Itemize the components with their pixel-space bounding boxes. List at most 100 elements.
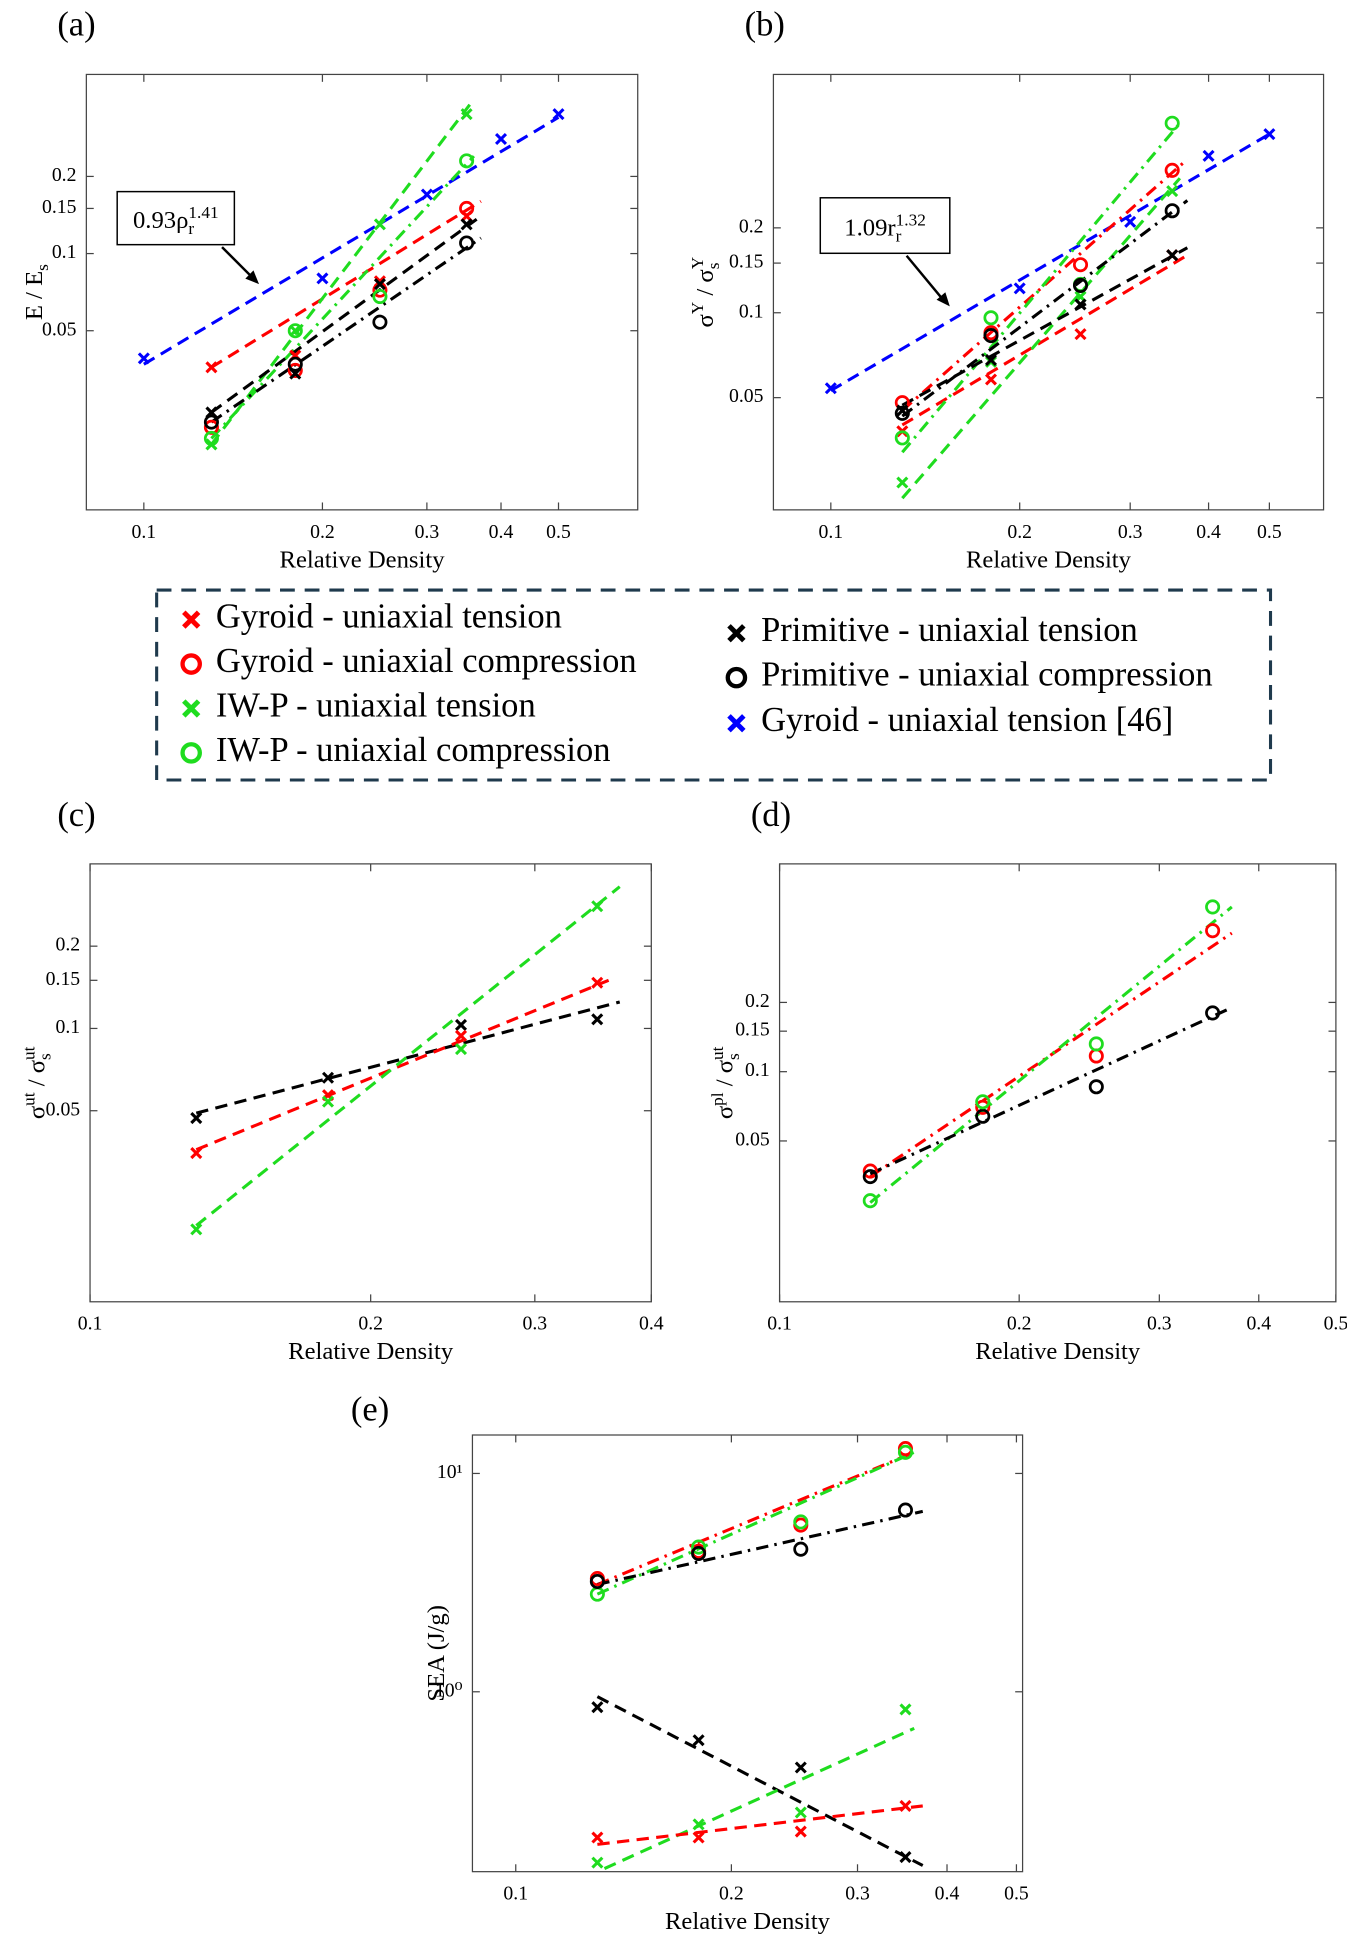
fit-line [596,1450,915,1596]
data-point [460,108,473,121]
fit-line [597,1804,923,1846]
data-point [1166,249,1179,262]
data-point [1013,282,1026,295]
data-point [894,430,910,446]
data-point [1205,923,1221,939]
legend-label: Primitive - uniaxial tension [761,611,1138,649]
plot-frame [772,73,1325,511]
data-point [287,323,303,339]
data-point [692,1818,705,1831]
x-tick-label: 0.5 [1257,521,1282,543]
legend-marker [725,666,748,689]
x-tick-label: 0.1 [503,1883,528,1905]
x-axis-label: Relative Density [975,1338,1141,1365]
plot-area [137,98,565,451]
x-axis-label: Relative Density [966,546,1132,573]
data-point [975,1094,991,1110]
data-point [203,414,219,430]
x-tick-label: 0.2 [358,1313,383,1335]
data-point [372,288,388,305]
annotation-arrow [221,246,253,278]
label-part: r [188,219,194,238]
plot-area [824,115,1276,500]
x-tick-label: 0.4 [489,521,514,543]
panel-label: (c) [57,796,95,834]
fit-line [901,122,1182,454]
data-point [1072,277,1089,293]
legend-marker [180,742,202,764]
arrow-head [936,292,950,307]
data-point [1164,203,1180,219]
data-point [984,373,998,386]
y-tick-label: 0.15 [42,196,77,218]
data-point [692,1831,705,1844]
data-point [794,1806,807,1819]
fit-line [210,214,482,414]
label-part: ut [708,1046,727,1060]
x-tick-label: 0.3 [1118,521,1143,543]
x-tick-label: 0.1 [767,1313,792,1335]
legend-box [155,588,1273,782]
fit-line [210,98,476,446]
legend-marker [182,610,201,629]
label-part: pl [708,1092,727,1106]
y-axis-label: σY / σsY [688,256,723,327]
annotation-arrow [905,254,944,300]
data-point [897,1444,913,1460]
data-point [459,200,475,216]
label-part: 0.93ρ [133,207,188,234]
data-point [896,476,909,489]
fit-line [901,199,1189,418]
plot-frame [85,73,639,511]
data-point [897,1502,913,1518]
x-tick-label: 0.3 [522,1313,547,1335]
data-point [321,1095,335,1108]
label-part: s [33,264,52,271]
fit-line [603,1726,915,1870]
label-part: / σ [712,1060,739,1092]
label-part: / σ [23,1060,50,1092]
data-point [203,430,219,446]
x-tick-label: 0.5 [546,521,571,543]
data-point [494,132,508,145]
y-tick-label: 0.15 [735,1019,770,1041]
data-point [205,361,218,374]
label-part: Y [688,301,707,314]
label-part: 1.41 [188,203,218,222]
legend-label: Gyroid - uniaxial compression [216,642,637,680]
y-tick-label: 0.2 [745,990,770,1012]
label-part: 1.09r [844,214,895,241]
fit-line [143,116,560,366]
y-tick-label: 0.05 [735,1128,770,1150]
y-tick-label: 0.1 [56,1016,81,1038]
data-point [984,353,998,367]
x-tick-label: 0.1 [132,521,157,543]
y-tick-label: 0.2 [56,934,81,956]
data-point [552,108,565,121]
data-point [459,235,475,251]
x-tick-label: 0.3 [845,1883,870,1905]
data-point [591,1701,604,1714]
y-tick-label: 0.1 [739,300,764,322]
fit-line [869,905,1233,1204]
legend-label: IW-P - uniaxial compression [216,731,611,769]
data-point [591,1831,604,1844]
plot-frame [778,863,1337,1303]
data-point [794,1761,807,1774]
data-point [793,1541,809,1557]
x-tick-label: 0.3 [1147,1313,1172,1335]
data-point [591,1856,604,1869]
data-point [454,1018,468,1031]
annotation: 0.93ρr1.41 [133,203,219,238]
y-tick-label: 0.1 [52,241,77,263]
data-point [1166,185,1179,198]
data-point [373,278,386,291]
y-tick-label: 0.2 [739,215,764,237]
arrow-head [245,270,260,285]
data-point [1164,162,1180,178]
plot-area [190,885,621,1236]
data-point [1072,257,1089,273]
data-point [794,1825,807,1838]
data-point [372,314,388,330]
